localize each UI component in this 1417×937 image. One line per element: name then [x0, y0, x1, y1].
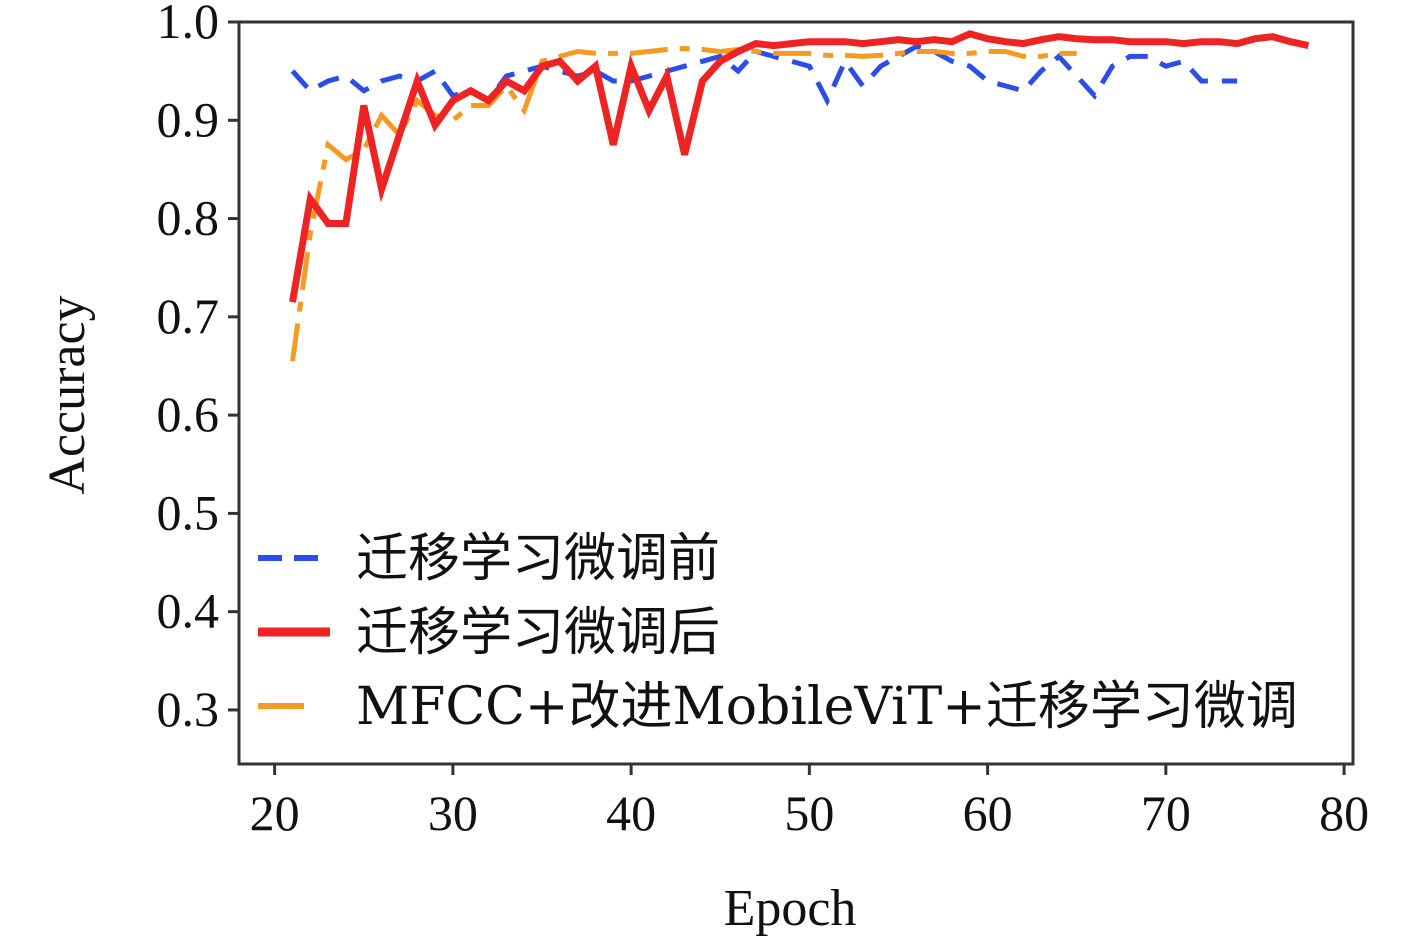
y-tick-label: 0.3 [157, 681, 220, 737]
legend-label-0: 迁移学习微调前 [356, 529, 720, 589]
y-tick-label: 0.5 [157, 484, 220, 540]
series-line-0 [290, 43, 1238, 107]
legend-box [252, 520, 947, 742]
series-line-1 [289, 30, 1310, 303]
legend-label-2: MFCC+改进MobileViT+迁移学习微调 [356, 677, 1298, 737]
x-tick-label: 20 [250, 785, 300, 841]
y-tick-label: 0.6 [157, 386, 220, 442]
x-tick-label: 40 [606, 785, 656, 841]
y-tick-label: 0.9 [157, 91, 220, 147]
y-axis-label: Accuracy [39, 295, 96, 494]
legend-label-1: 迁移学习微调后 [356, 603, 720, 663]
axis-ticks: 20 30 40 50 60 70 80 0.3 0.4 0.5 0.6 0.7 0.8 0.9 1.0 [157, 0, 1370, 841]
x-tick-label: 60 [963, 785, 1013, 841]
series-line-2 [290, 45, 1077, 362]
y-tick-label: 1.0 [157, 0, 220, 49]
y-tick-label: 0.8 [157, 190, 220, 246]
x-axis-label: Epoch [724, 880, 857, 937]
x-tick-label: 50 [784, 785, 834, 841]
x-tick-label: 70 [1141, 785, 1191, 841]
plot-frame [237, 20, 1355, 766]
series-lines [289, 30, 1310, 362]
y-tick-label: 0.7 [157, 288, 220, 344]
x-tick-label: 80 [1319, 785, 1369, 841]
y-tick-label: 0.4 [157, 583, 220, 639]
x-tick-label: 30 [428, 785, 478, 841]
